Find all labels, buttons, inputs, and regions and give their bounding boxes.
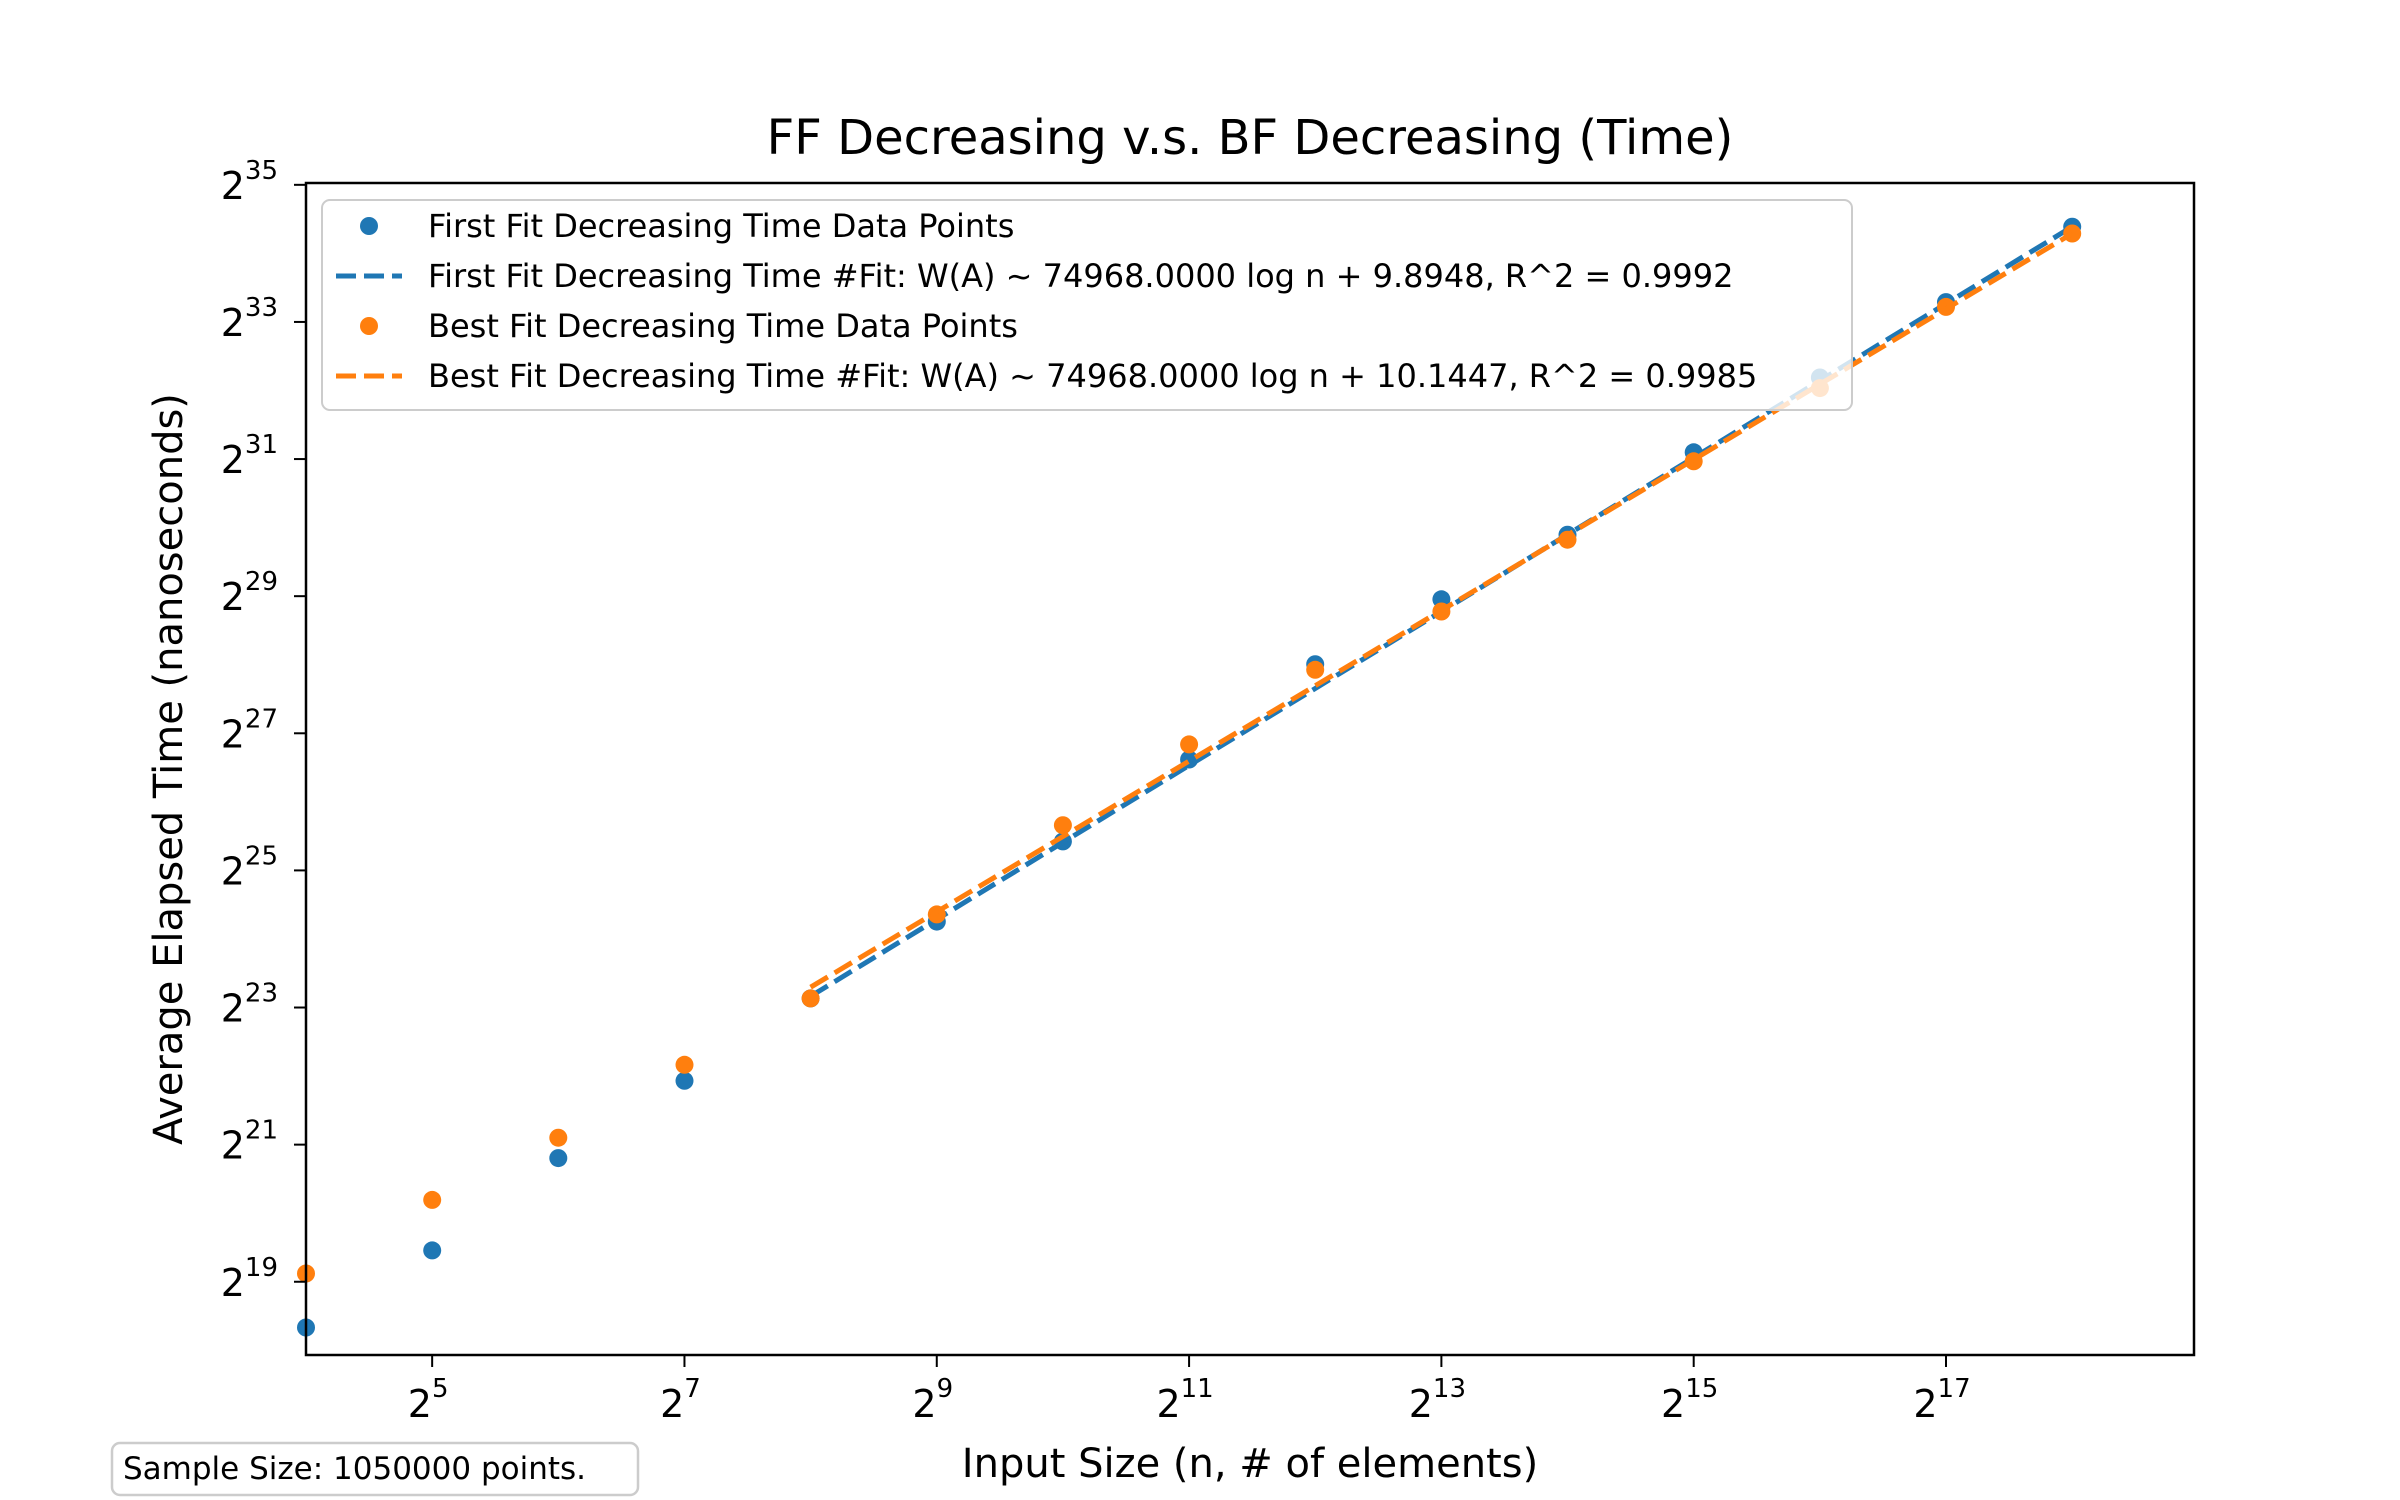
legend-entry-0: First Fit Decreasing Time Data Points [360,207,1014,245]
x-tick-base: 2 [1661,1382,1685,1426]
data-point [1053,816,1072,835]
x-tick-base: 2 [1409,1382,1433,1426]
x-axis-ticks: 25 27 29 211 213 215 217 [408,1355,1971,1426]
y-tick-base: 2 [221,712,245,756]
y-tick-base: 2 [221,1124,245,1168]
legend-entry-3: Best Fit Decreasing Time #Fit: W(A) ~ 74… [336,357,1757,395]
x-tick-base: 2 [1156,1382,1180,1426]
series-3 [809,231,2074,990]
x-axis-label: Input Size (n, # of elements) [962,1441,1538,1487]
plot-area [297,217,2082,1337]
data-point [423,1241,442,1260]
data-point [1306,660,1325,679]
note-box [110,1441,640,1497]
data-point [423,1190,442,1209]
x-tick-base: 2 [408,1382,432,1426]
legend-label: First Fit Decreasing Time Data Points [428,207,1014,245]
sample-size-note: Sample Size: 1050000 points. [110,1441,640,1497]
x-tick-base: 2 [1913,1382,1937,1426]
y-tick-exponent: 31 [245,430,278,460]
data-point [675,1071,694,1090]
y-tick-base: 2 [221,438,245,482]
fit-line-3 [809,231,2074,990]
y-tick-label: 235 [221,156,278,208]
data-point [549,1149,568,1168]
y-tick-exponent: 29 [245,567,278,597]
x-tick-exponent: 9 [937,1374,954,1404]
legend-swatch-marker [360,217,378,235]
x-tick-base: 2 [660,1382,684,1426]
data-point [549,1128,568,1147]
legend-label: Best Fit Decreasing Time Data Points [428,307,1018,345]
y-tick-exponent: 33 [245,293,278,323]
data-point [675,1055,694,1074]
legend-entry-1: First Fit Decreasing Time #Fit: W(A) ~ 7… [336,257,1733,295]
y-tick-exponent: 23 [245,979,278,1009]
x-tick-label: 25 [408,1374,449,1426]
y-tick-exponent: 27 [245,704,278,734]
legend-swatch-marker [360,317,378,335]
y-tick-label: 229 [221,567,278,619]
plot-frame [304,181,2196,1357]
chart-title: FF Decreasing v.s. BF Decreasing (Time) [767,110,1734,166]
y-tick-exponent: 35 [245,156,278,186]
y-tick-label: 233 [221,293,278,345]
y-tick-label: 227 [221,704,278,756]
y-axis-label: Average Elapsed Time (nanoseconds) [146,393,192,1145]
y-tick-exponent: 21 [245,1116,278,1146]
x-tick-exponent: 13 [1433,1374,1466,1404]
y-tick-base: 2 [221,301,245,345]
y-tick-base: 2 [221,987,245,1031]
y-tick-base: 2 [221,164,245,208]
x-tick-exponent: 7 [684,1374,701,1404]
x-tick-exponent: 5 [432,1374,449,1404]
x-tick-exponent: 11 [1181,1374,1214,1404]
data-point [1180,735,1199,754]
y-tick-base: 2 [221,849,245,893]
x-tick-exponent: 15 [1685,1374,1718,1404]
x-tick-label: 27 [660,1374,701,1426]
legend-frame [321,199,1853,411]
data-point [801,989,820,1008]
y-tick-exponent: 19 [245,1253,278,1283]
y-tick-base: 2 [221,1261,245,1305]
y-tick-base: 2 [221,575,245,619]
y-tick-label: 225 [221,841,278,893]
y-tick-exponent: 25 [245,841,278,871]
x-tick-label: 211 [1156,1374,1213,1426]
x-tick-exponent: 17 [1938,1374,1971,1404]
y-tick-label: 219 [221,1253,278,1305]
note-text: Sample Size: 1050000 points. [123,1451,586,1487]
legend: First Fit Decreasing Time Data Points Fir… [321,199,1853,411]
legend-entry-2: Best Fit Decreasing Time Data Points [360,307,1018,345]
y-tick-label: 231 [221,430,278,482]
x-tick-label: 213 [1409,1374,1466,1426]
x-tick-label: 217 [1913,1374,1970,1426]
x-tick-label: 29 [912,1374,953,1426]
x-tick-base: 2 [912,1382,936,1426]
legend-label: Best Fit Decreasing Time #Fit: W(A) ~ 74… [428,357,1757,395]
y-tick-label: 221 [221,1116,278,1168]
legend-label: First Fit Decreasing Time #Fit: W(A) ~ 7… [428,257,1733,295]
x-tick-label: 215 [1661,1374,1718,1426]
y-tick-label: 223 [221,979,278,1031]
